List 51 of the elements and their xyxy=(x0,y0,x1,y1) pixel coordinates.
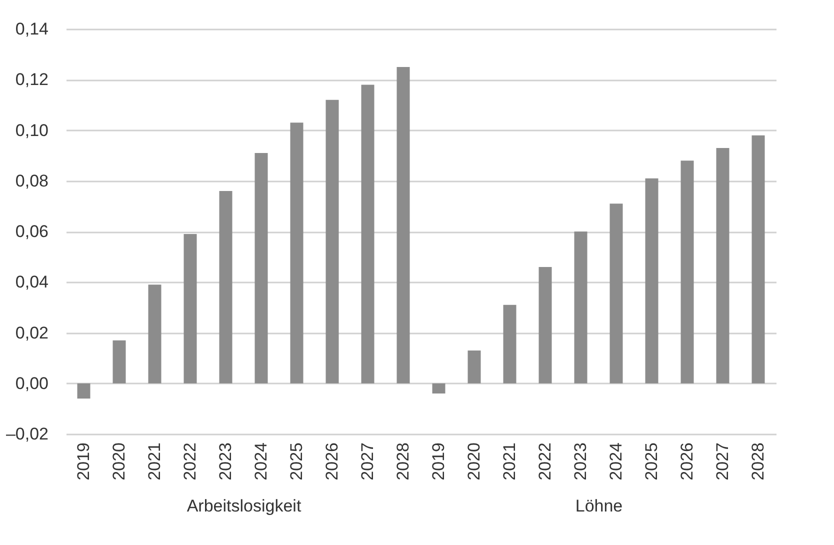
y-tick-label: 0,06 xyxy=(15,222,48,241)
x-tick-label: 2021 xyxy=(500,442,519,480)
x-tick-label: 2028 xyxy=(748,442,768,480)
bar xyxy=(574,232,588,384)
x-tick-label: 2025 xyxy=(286,442,306,480)
y-tick-label: 0,04 xyxy=(15,272,48,292)
y-tick-label: 0,02 xyxy=(15,323,48,342)
x-axis-title: Löhne xyxy=(575,496,623,516)
bar xyxy=(184,234,197,384)
bar xyxy=(645,178,658,384)
x-tick-label: 2023 xyxy=(570,442,590,480)
x-tick-label: 2019 xyxy=(74,442,93,480)
x-tick-label: 2022 xyxy=(535,442,554,480)
x-tick-label: 2026 xyxy=(322,442,342,480)
x-tick-label: 2021 xyxy=(144,442,164,480)
x-tick-label: 2023 xyxy=(216,442,235,480)
y-tick-label: –0,02 xyxy=(6,424,48,444)
x-tick-label: 2028 xyxy=(393,442,412,480)
x-tick-label: 2024 xyxy=(606,442,626,480)
x-tick-label: 2020 xyxy=(464,442,484,480)
bar xyxy=(361,84,374,384)
bar xyxy=(148,284,162,384)
x-tick-label: 2026 xyxy=(677,442,696,480)
x-tick-label: 2019 xyxy=(428,442,448,480)
x-tick-label: 2025 xyxy=(642,442,661,480)
x-tick-label: 2020 xyxy=(109,442,128,480)
bar xyxy=(610,204,623,384)
x-tick-label: 2027 xyxy=(358,442,377,480)
x-tick-label: 2024 xyxy=(251,442,270,480)
bar xyxy=(432,383,446,394)
bar xyxy=(503,304,516,384)
y-tick-label: 0,12 xyxy=(15,70,48,90)
bar xyxy=(112,340,126,384)
bar xyxy=(77,383,90,399)
bar xyxy=(254,153,268,384)
x-tick-label: 2022 xyxy=(180,442,200,480)
y-tick-label: 0,00 xyxy=(15,374,48,393)
bar xyxy=(326,100,339,384)
bar xyxy=(752,135,765,384)
x-tick-label: 2027 xyxy=(712,442,732,480)
x-axis-title: Arbeitslosigkeit xyxy=(186,496,302,516)
bar xyxy=(680,160,694,384)
bar xyxy=(538,266,552,384)
bar xyxy=(716,148,730,384)
y-tick-label: 0,14 xyxy=(15,20,48,38)
y-tick-label: 0,10 xyxy=(15,120,48,140)
bar xyxy=(290,122,304,384)
bar xyxy=(396,66,410,384)
bar xyxy=(468,350,481,384)
y-tick-label: 0,08 xyxy=(15,171,48,190)
bar xyxy=(219,191,232,384)
